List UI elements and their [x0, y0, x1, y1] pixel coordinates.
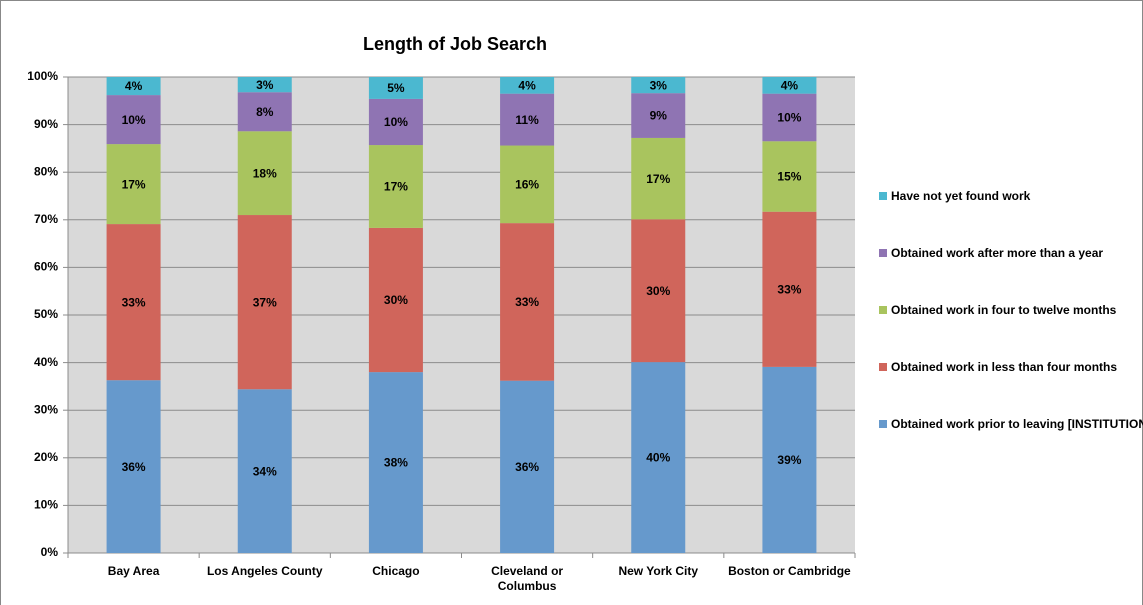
- bar-segment: [762, 366, 817, 553]
- y-tick-label: 50%: [34, 307, 58, 321]
- legend-label: Obtained work prior to leaving [INSTITUT…: [891, 417, 1143, 431]
- data-label: 10%: [122, 113, 146, 127]
- bar-segment: [237, 92, 292, 132]
- x-tick-label: New York City: [618, 564, 699, 578]
- data-label: 40%: [646, 451, 670, 465]
- bar-segment: [762, 93, 817, 142]
- data-label: 37%: [253, 295, 277, 309]
- y-tick-label: 80%: [34, 164, 58, 178]
- y-tick-label: 0%: [41, 545, 59, 559]
- y-tick-label: 10%: [34, 498, 58, 512]
- data-label: 18%: [253, 166, 277, 180]
- legend-swatch: [879, 192, 887, 200]
- bar-segment: [368, 77, 423, 99]
- legend-label: Obtained work after more than a year: [891, 246, 1104, 260]
- data-label: 8%: [256, 105, 274, 119]
- bar-segment: [368, 227, 423, 373]
- data-label: 3%: [256, 78, 274, 92]
- data-label: 4%: [125, 79, 143, 93]
- data-label: 16%: [515, 178, 539, 192]
- data-label: 9%: [650, 109, 668, 123]
- bar-segment: [237, 77, 292, 93]
- y-tick-label: 60%: [34, 260, 58, 274]
- x-tick-label: Boston or Cambridge: [728, 564, 851, 578]
- y-tick-label: 30%: [34, 402, 58, 416]
- legend-swatch: [879, 306, 887, 314]
- data-label: 38%: [384, 456, 408, 470]
- y-tick-label: 40%: [34, 355, 58, 369]
- bar-segment: [500, 223, 555, 381]
- y-tick-label: 20%: [34, 450, 58, 464]
- x-tick-label: Los Angeles County: [206, 564, 323, 578]
- data-label: 15%: [777, 170, 801, 184]
- x-tick-label: Cleveland or Columbus: [491, 564, 564, 593]
- data-label: 17%: [384, 180, 408, 194]
- data-label: 4%: [518, 79, 536, 93]
- bar-segment: [368, 372, 423, 553]
- bar-segment: [500, 93, 555, 146]
- bar-segment: [368, 145, 423, 228]
- data-label: 36%: [122, 460, 146, 474]
- legend-swatch: [879, 363, 887, 371]
- y-tick-label: 70%: [34, 212, 58, 226]
- x-tick-label: Bay Area: [107, 564, 160, 578]
- bar-segment: [237, 131, 292, 216]
- y-tick-label: 90%: [34, 117, 58, 131]
- data-label: 36%: [515, 460, 539, 474]
- bar-segment: [368, 98, 423, 146]
- data-label: 5%: [387, 81, 405, 95]
- chart-title: Length of Job Search: [363, 34, 547, 54]
- bar-segment: [631, 93, 686, 138]
- legend-swatch: [879, 249, 887, 257]
- bar-segment: [500, 145, 555, 224]
- legend-swatch: [879, 420, 887, 428]
- bar-segment: [106, 77, 161, 96]
- legend-label: Have not yet found work: [891, 189, 1031, 203]
- data-label: 30%: [384, 293, 408, 307]
- legend-label: Obtained work in less than four months: [891, 360, 1118, 374]
- bar-segment: [631, 137, 686, 220]
- bar-segment: [631, 77, 686, 94]
- x-tick-label: Chicago: [372, 564, 420, 578]
- bar-segment: [762, 211, 817, 367]
- bar-segment: [500, 380, 555, 553]
- bar-segment: [762, 141, 817, 212]
- data-label: 34%: [253, 464, 277, 478]
- bar-segment: [500, 77, 555, 94]
- bar-segment: [237, 389, 292, 553]
- bar-segment: [762, 77, 817, 94]
- data-label: 4%: [781, 79, 799, 93]
- data-label: 33%: [515, 295, 539, 309]
- data-label: 17%: [646, 172, 670, 186]
- bar-segment: [631, 219, 686, 363]
- bar-segment: [631, 362, 686, 553]
- data-label: 17%: [122, 177, 146, 191]
- bar-segment: [106, 144, 161, 225]
- data-label: 33%: [777, 282, 801, 296]
- data-label: 10%: [777, 111, 801, 125]
- y-tick-label: 100%: [27, 69, 58, 83]
- data-label: 10%: [384, 115, 408, 129]
- bar-segment: [106, 224, 161, 381]
- data-label: 33%: [122, 295, 146, 309]
- bar-segment: [106, 380, 161, 553]
- data-label: 39%: [777, 453, 801, 467]
- data-label: 3%: [650, 78, 668, 92]
- bar-segment: [237, 215, 292, 390]
- data-label: 11%: [515, 113, 539, 127]
- data-label: 30%: [646, 284, 670, 298]
- legend-label: Obtained work in four to twelve months: [891, 303, 1117, 317]
- bar-segment: [106, 95, 161, 145]
